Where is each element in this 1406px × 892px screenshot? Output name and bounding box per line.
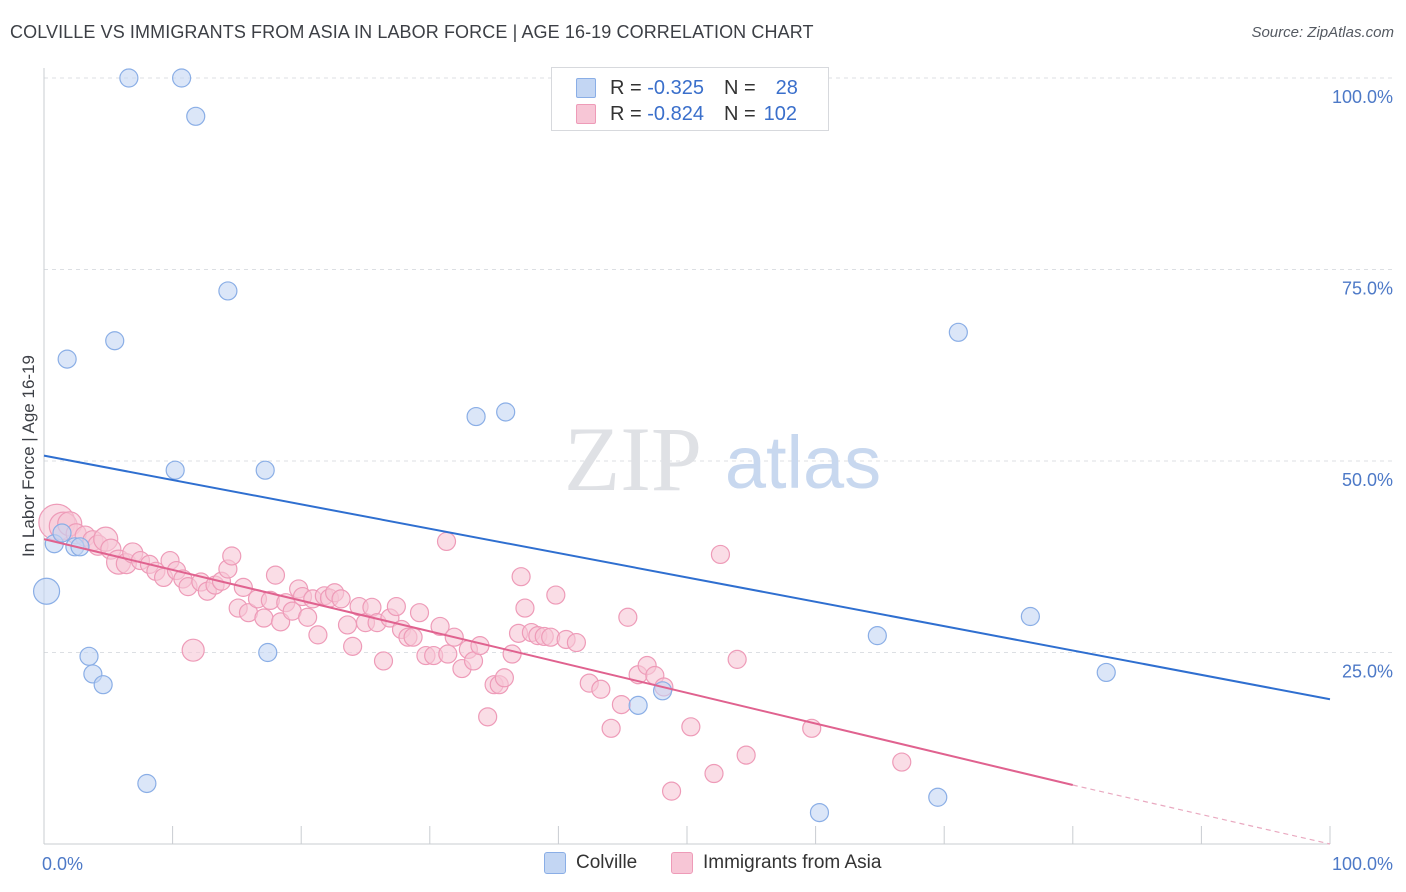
immigrants-point [618,607,638,627]
immigrants-point [436,531,457,552]
colville-point [79,646,99,666]
immigrants-point [591,679,611,699]
series-legend-label-colville: Colville [576,852,638,873]
watermark-atlas: atlas [725,421,881,504]
immigrants-point [254,608,274,628]
immigrants-point [265,565,286,585]
legend-n-label: N = [723,102,756,125]
series-legend-swatch-immigrants [671,852,693,874]
series-legend-swatch-colville [544,852,566,874]
immigrants-point [566,632,587,653]
immigrants-point [546,585,566,605]
immigrants-point [386,596,406,617]
immigrants-point [681,717,701,737]
immigrants-point [308,625,328,645]
source-label: Source: ZipAtlas.com [1251,24,1394,41]
immigrants-point [403,627,423,647]
y-tick-label: 50.0% [1342,470,1393,490]
legend-n-value: 102 [763,102,798,125]
colville-point [172,68,192,88]
colville-point [57,349,77,369]
legend-row-immigrants: R = -0.824 N = 102 [576,102,797,126]
y-axis-label: In Labor Force | Age 16-19 [19,355,38,557]
colville-point [218,281,238,301]
legend-n-label: N = [723,76,756,99]
immigrants-point [710,544,731,565]
immigrants-point [331,589,351,609]
colville-point [119,68,139,88]
colville-point [466,406,486,427]
watermark-zip: ZIP [564,408,702,510]
colville-point [255,460,275,480]
immigrants-point [409,603,430,623]
colville-point [496,402,516,422]
immigrants-point [430,616,450,637]
x-tick-label: 0.0% [42,854,83,874]
immigrants-point [601,718,621,738]
series-legend-label-immigrants: Immigrants from Asia [703,852,882,873]
immigrants-point [892,752,912,772]
colville-point [93,675,113,695]
series-colville-points [32,68,1116,823]
colville-point [186,106,206,126]
colville-point [258,642,278,663]
grid-lines [44,77,1392,653]
colville-point [948,322,968,342]
legend-row-colville: R = -0.325 N = 28 [576,76,798,100]
colville-point [809,802,830,823]
immigrants-point [343,636,363,656]
trend-line-immigrants [43,538,1074,786]
immigrants-point [704,763,724,784]
legend-r-value: -0.824 [647,102,704,125]
colville-point [32,577,61,605]
y-tick-label: 100.0% [1332,87,1393,107]
immigrants-point [727,649,747,669]
immigrants-point [373,651,394,671]
legend-n-value: 28 [775,76,798,99]
immigrants-point [494,668,514,688]
colville-point [928,787,948,807]
colville-point [1020,606,1040,627]
colville-point [1096,662,1116,683]
trend-line-immigrants-extension [1072,784,1331,845]
x-tick-label: 100.0% [1332,854,1393,874]
colville-point [165,460,185,480]
y-tick-label: 75.0% [1342,279,1393,299]
immigrants-point [298,607,318,627]
immigrants-point [181,638,205,662]
trend-line-colville [43,454,1331,701]
colville-point [52,523,72,543]
colville-point [628,695,648,715]
series-legend-colville[interactable]: Colville [544,852,637,874]
colville-point [137,773,157,794]
colville-point [867,626,887,646]
series-legend: Colville Immigrants from Asia [0,852,1406,878]
immigrants-point [511,567,531,587]
immigrants-point [438,644,458,664]
immigrants-point [478,707,498,727]
legend-r-value: -0.325 [647,76,704,99]
immigrants-point [502,644,522,664]
legend-r-label: R = [610,102,642,125]
immigrants-point [661,781,682,801]
series-legend-immigrants[interactable]: Immigrants from Asia [671,852,881,874]
immigrants-point [222,546,242,566]
tick-labels: 25.0% 50.0% 75.0% 100.0% 0.0% 100.0% [42,87,1393,874]
immigrants-point [337,615,358,635]
colville-point [105,331,125,351]
trend-lines [43,454,1331,845]
immigrants-point [611,694,632,715]
legend-swatch-colville [576,78,596,98]
y-tick-label: 25.0% [1342,662,1393,682]
legend-r-label: R = [610,76,642,99]
immigrants-point [515,598,535,618]
legend-swatch-immigrants [576,104,596,124]
chart-title: COLVILLE VS IMMIGRANTS FROM ASIA IN LABO… [10,22,814,42]
immigrants-point [736,745,756,765]
legend: R = -0.325 N = 28 R = -0.824 N = 102 [551,67,829,131]
series-immigrants-points [38,503,912,801]
